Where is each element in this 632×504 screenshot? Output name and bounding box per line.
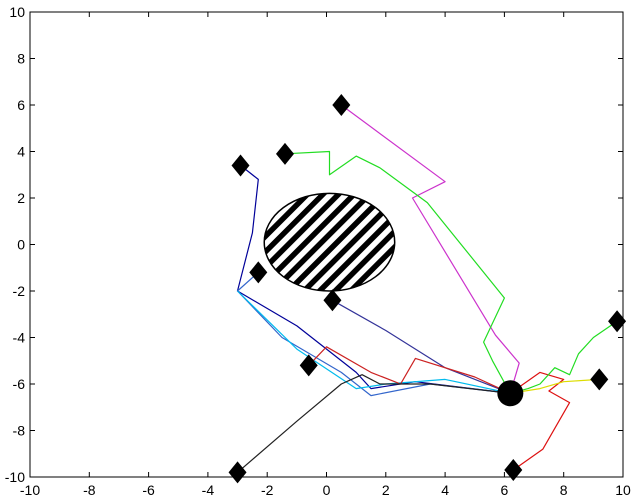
y-axis: 10 8 6 4 2 0 -2 -4 -6 -8 -10 <box>5 4 623 485</box>
trajectory-line-9 <box>509 371 571 471</box>
y-tick-label: 8 <box>17 51 25 67</box>
start-marker-2 <box>275 142 294 165</box>
x-tick-label: -2 <box>261 482 274 498</box>
start-marker-10 <box>608 310 627 333</box>
x-tick-label: 0 <box>323 482 331 498</box>
x-tick-label: -4 <box>202 482 215 498</box>
y-tick-label: 2 <box>17 190 25 206</box>
y-tick-label: -10 <box>5 469 25 485</box>
start-marker-7 <box>228 461 247 484</box>
trajectory-lines <box>236 104 618 473</box>
start-marker-1 <box>332 94 351 116</box>
x-tick-label: -10 <box>20 482 40 498</box>
y-tick-label: -2 <box>13 283 26 299</box>
trajectory-line-6 <box>332 299 511 394</box>
trajectory-line-1 <box>340 104 520 394</box>
y-tick-label: -8 <box>13 423 26 439</box>
x-tick-label: 8 <box>560 482 568 498</box>
start-marker-5 <box>323 289 342 312</box>
trajectory-line-11 <box>510 320 618 394</box>
start-marker-4 <box>249 261 268 284</box>
y-tick-label: 0 <box>17 237 25 253</box>
obstacle-layer <box>263 192 396 292</box>
y-tick-label: 6 <box>17 97 25 113</box>
x-tick-label: -6 <box>142 482 155 498</box>
start-marker-8 <box>504 459 523 482</box>
target-layer <box>497 380 524 407</box>
trajectory-line-10 <box>510 378 600 394</box>
x-tick-label: 6 <box>501 482 509 498</box>
x-tick-label: -8 <box>83 482 96 498</box>
obstacle-ellipse <box>263 192 396 292</box>
start-marker-6 <box>299 354 318 377</box>
start-marker-3 <box>231 154 250 177</box>
x-tick-label: 2 <box>382 482 390 498</box>
y-tick-label: 10 <box>9 4 25 20</box>
target-point <box>497 380 524 407</box>
trajectory-line-2 <box>284 150 511 394</box>
trajectory-line-8 <box>237 374 511 473</box>
x-tick-label: 4 <box>441 482 449 498</box>
y-tick-label: -4 <box>13 330 26 346</box>
start-marker-9 <box>590 368 609 391</box>
y-tick-label: 4 <box>17 144 25 160</box>
start-markers <box>228 94 627 484</box>
trajectory-line-5 <box>237 290 511 394</box>
y-tick-label: -6 <box>13 376 26 392</box>
x-axis: -10 -8 -6 -4 -2 0 2 4 6 8 10 <box>20 12 631 498</box>
x-tick-label: 10 <box>615 482 631 498</box>
